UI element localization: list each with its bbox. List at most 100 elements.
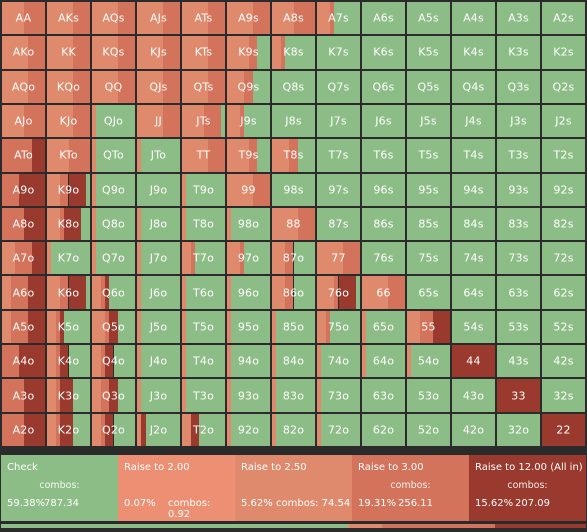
hand-cell[interactable]: J3o (136, 378, 181, 413)
hand-cell[interactable]: 76o (316, 275, 361, 310)
hand-cell[interactable]: KK (46, 35, 91, 70)
hand-cell[interactable]: 54o (406, 344, 451, 379)
hand-cell[interactable]: A6s (361, 1, 406, 36)
hand-cell[interactable]: AQs (91, 1, 136, 36)
hand-cell[interactable]: QJs (136, 69, 181, 104)
hand-cell[interactable]: TT (181, 138, 226, 173)
hand-cell[interactable]: A4o (1, 344, 46, 379)
hand-cell[interactable]: 53o (406, 378, 451, 413)
hand-cell[interactable]: Q9o (91, 172, 136, 207)
hand-cell[interactable]: T4o (181, 344, 226, 379)
hand-cell[interactable]: K6o (46, 275, 91, 310)
hand-cell[interactable]: Q8s (271, 69, 316, 104)
hand-cell[interactable]: 72s (541, 241, 586, 276)
hand-cell[interactable]: 97s (316, 172, 361, 207)
hand-cell[interactable]: K3o (46, 378, 91, 413)
hand-cell[interactable]: K4o (46, 344, 91, 379)
hand-cell[interactable]: 32o (496, 412, 541, 447)
hand-cell[interactable]: 96s (361, 172, 406, 207)
hand-cell[interactable]: A3o (1, 378, 46, 413)
hand-cell[interactable]: J7s (316, 103, 361, 139)
hand-cell[interactable]: 75o (316, 309, 361, 345)
hand-cell[interactable]: KQo (46, 69, 91, 104)
hand-cell[interactable]: 84o (271, 344, 316, 379)
hand-cell[interactable]: J2o (136, 412, 181, 447)
hand-cell[interactable]: K5o (46, 309, 91, 345)
hand-cell[interactable]: Q7s (316, 69, 361, 104)
hand-cell[interactable]: 82s (541, 206, 586, 242)
hand-cell[interactable]: Q4o (91, 344, 136, 379)
hand-cell[interactable]: 86o (271, 275, 316, 310)
hand-cell[interactable]: AKs (46, 1, 91, 36)
hand-cell[interactable]: K2s (541, 35, 586, 70)
hand-cell[interactable]: 55 (406, 309, 451, 345)
hand-cell[interactable]: 63s (496, 275, 541, 310)
legend-raise-2[interactable]: Raise to 2.00 0.07% combos: 0.92 (118, 455, 235, 521)
hand-cell[interactable]: 65o (361, 309, 406, 345)
hand-cell[interactable]: A5o (1, 309, 46, 345)
hand-cell[interactable]: 43o (451, 378, 496, 413)
hand-cell[interactable]: KQs (91, 35, 136, 70)
hand-cell[interactable]: 22 (541, 412, 586, 447)
hand-cell[interactable]: A8s (271, 1, 316, 36)
hand-cell[interactable]: A9s (226, 1, 271, 36)
legend-raise-2-5[interactable]: Raise to 2.50 5.62% combos: 74.54 (235, 455, 352, 521)
hand-cell[interactable]: A5s (406, 1, 451, 36)
hand-cell[interactable]: 65s (406, 275, 451, 310)
hand-cell[interactable]: J3s (496, 103, 541, 139)
hand-cell[interactable]: T6o (181, 275, 226, 310)
hand-cell[interactable]: ATo (1, 138, 46, 173)
hand-cell[interactable]: 76s (361, 241, 406, 276)
hand-cell[interactable]: 92s (541, 172, 586, 207)
hand-cell[interactable]: 44 (451, 344, 496, 379)
hand-cell[interactable]: T7s (316, 138, 361, 173)
hand-cell[interactable]: 62o (361, 412, 406, 447)
hand-cell[interactable]: 87o (271, 241, 316, 276)
hand-cell[interactable]: ATs (181, 1, 226, 36)
legend-check[interactable]: Check combos: 59.38% 787.34 (1, 455, 118, 521)
hand-cell[interactable]: T2s (541, 138, 586, 173)
hand-cell[interactable]: 98s (271, 172, 316, 207)
hand-cell[interactable]: JJ (136, 103, 181, 139)
hand-cell[interactable]: T5o (181, 309, 226, 345)
hand-cell[interactable]: 43s (496, 344, 541, 379)
hand-cell[interactable]: KJs (136, 35, 181, 70)
hand-cell[interactable]: T6s (361, 138, 406, 173)
hand-cell[interactable]: K9o (46, 172, 91, 207)
hand-cell[interactable]: 54s (451, 309, 496, 345)
hand-cell[interactable]: AA (1, 1, 46, 36)
hand-cell[interactable]: AJs (136, 1, 181, 36)
hand-cell[interactable]: 95o (226, 309, 271, 345)
hand-cell[interactable]: Q2s (541, 69, 586, 104)
hand-cell[interactable]: 63o (361, 378, 406, 413)
hand-cell[interactable]: J5s (406, 103, 451, 139)
hand-cell[interactable]: K7s (316, 35, 361, 70)
hand-cell[interactable]: T7o (181, 241, 226, 276)
hand-cell[interactable]: 98o (226, 206, 271, 242)
hand-cell[interactable]: Q5o (91, 309, 136, 345)
hand-cell[interactable]: J4s (451, 103, 496, 139)
hand-cell[interactable]: A7o (1, 241, 46, 276)
hand-cell[interactable]: T5s (406, 138, 451, 173)
hand-cell[interactable]: J8o (136, 206, 181, 242)
hand-cell[interactable]: Q2o (91, 412, 136, 447)
hand-cell[interactable]: T3o (181, 378, 226, 413)
hand-cell[interactable]: QTs (181, 69, 226, 104)
hand-cell[interactable]: Q9s (226, 69, 271, 104)
hand-cell[interactable]: K4s (451, 35, 496, 70)
hand-cell[interactable]: Q6o (91, 275, 136, 310)
hand-cell[interactable]: 97o (226, 241, 271, 276)
hand-cell[interactable]: 73s (496, 241, 541, 276)
hand-cell[interactable]: J7o (136, 241, 181, 276)
hand-cell[interactable]: T9s (226, 138, 271, 173)
hand-cell[interactable]: AQo (1, 69, 46, 104)
legend-raise-3[interactable]: Raise to 3.00 combos: 19.31% 256.11 (352, 455, 469, 521)
hand-cell[interactable]: 42s (541, 344, 586, 379)
hand-cell[interactable]: T2o (181, 412, 226, 447)
hand-cell[interactable]: 92o (226, 412, 271, 447)
hand-cell[interactable]: J9s (226, 103, 271, 139)
hand-cell[interactable]: Q3s (496, 69, 541, 104)
hand-cell[interactable]: 93o (226, 378, 271, 413)
hand-cell[interactable]: 87s (316, 206, 361, 242)
hand-cell[interactable]: A2o (1, 412, 46, 447)
